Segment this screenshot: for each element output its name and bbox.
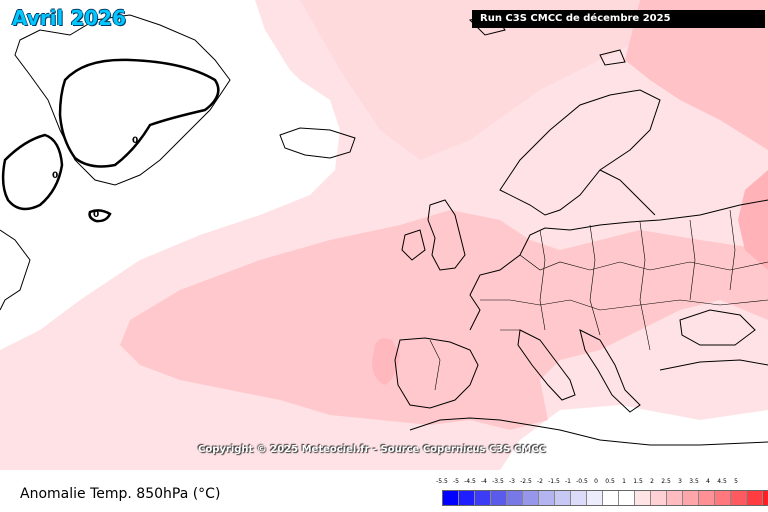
map-title: Avril 2026: [12, 6, 127, 30]
legend-label: 0.5: [605, 478, 615, 485]
legend-label: 0: [594, 478, 598, 485]
anomaly-zone-white-africa: [500, 405, 768, 470]
legend-label: -0.5: [576, 478, 588, 485]
legend-label: 3.5: [689, 478, 699, 485]
legend-swatch: [459, 491, 475, 505]
legend-label: -1: [565, 478, 571, 485]
legend-swatch: [603, 491, 619, 505]
contour-label: 0: [132, 136, 138, 146]
map-canvas: 0 0 0: [0, 0, 768, 470]
legend-label: 2.5: [661, 478, 671, 485]
legend-swatch: [667, 491, 683, 505]
anomaly-zone-medium-atlantic: [120, 210, 768, 430]
legend-swatch: [491, 491, 507, 505]
copyright-notice: Copyright © 2025 Meteociel.fr - Source C…: [198, 444, 546, 455]
legend-label: -2: [537, 478, 543, 485]
legend-label: -3.5: [492, 478, 504, 485]
legend-swatch: [747, 491, 763, 505]
anomaly-zone-white-north-atlantic: [0, 0, 340, 350]
country-borders: [429, 209, 768, 391]
legend-swatch: [731, 491, 747, 505]
anomaly-zone-light-north: [300, 0, 640, 160]
legend-swatch: [507, 491, 523, 505]
legend-label: 5: [734, 478, 738, 485]
legend-swatch: [683, 491, 699, 505]
legend-label: -4.5: [464, 478, 476, 485]
legend-swatch: [715, 491, 731, 505]
run-label: Run C3S CMCC de décembre 2025: [472, 10, 765, 28]
legend-label: -5.5: [436, 478, 448, 485]
legend-labels: -5.5 -5 -4.5 -4 -3.5 -3 -2.5 -2 -1.5 -1 -0.5 0 0.5 1 1…: [436, 478, 750, 488]
contour-label: 0: [52, 171, 58, 181]
legend-swatch: [587, 491, 603, 505]
coastlines: [0, 14, 768, 446]
anomaly-map: 0 0 0: [0, 0, 768, 470]
legend-swatch: [635, 491, 651, 505]
legend-label: -3: [509, 478, 515, 485]
legend-swatch: [475, 491, 491, 505]
anomaly-zone-stronger-iberia: [372, 338, 400, 385]
legend-label: 1: [622, 478, 626, 485]
legend-label: 2: [650, 478, 654, 485]
legend-label: -5: [453, 478, 459, 485]
legend-swatch: [619, 491, 635, 505]
legend-label: 1.5: [633, 478, 643, 485]
contour-label: 0: [93, 210, 99, 220]
legend-label: 3: [678, 478, 682, 485]
legend-swatch: [443, 491, 459, 505]
legend-swatch: [571, 491, 587, 505]
legend-swatch: [651, 491, 667, 505]
anomaly-zone-stronger-east: [738, 170, 768, 270]
footer-title: Anomalie Temp. 850hPa (°C): [20, 486, 221, 502]
color-legend: [442, 490, 768, 506]
legend-swatch: [555, 491, 571, 505]
legend-label: 4: [706, 478, 710, 485]
anomaly-zone-medium-northeast: [625, 0, 768, 150]
legend-swatch: [699, 491, 715, 505]
legend-swatch: [763, 491, 768, 505]
legend-label: -1.5: [548, 478, 560, 485]
legend-swatch: [539, 491, 555, 505]
legend-swatch: [523, 491, 539, 505]
legend-label: -2.5: [520, 478, 532, 485]
legend-label: -4: [481, 478, 487, 485]
legend-label: 4.5: [717, 478, 727, 485]
zero-contours: [1, 58, 220, 223]
